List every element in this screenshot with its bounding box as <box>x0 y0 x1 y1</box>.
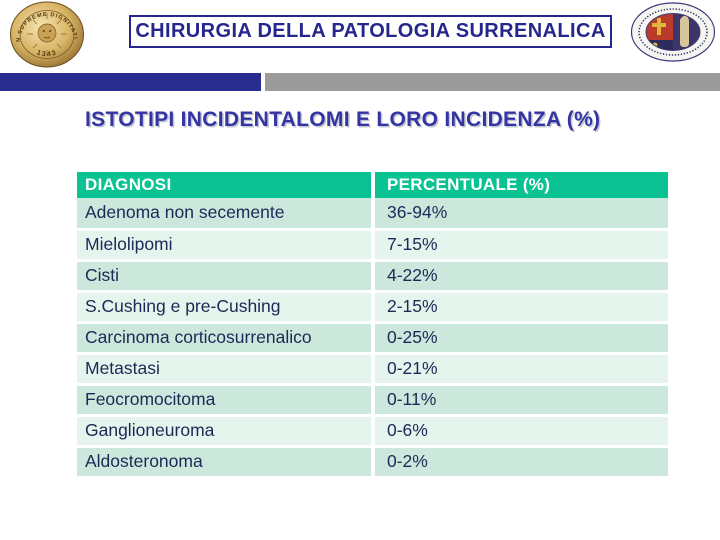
percentuale-cell: 7-15% <box>373 229 668 262</box>
column-header-percentuale: PERCENTUALE (%) <box>373 172 668 198</box>
diagnosi-cell: Feocromocitoma <box>77 384 375 417</box>
crest-figure-head <box>681 15 689 23</box>
crest-gold-cross <box>652 18 666 35</box>
seal-face-right-eye <box>49 30 52 32</box>
seal-rays <box>27 13 67 56</box>
diagnosi-cell: Cisti <box>77 260 375 293</box>
university-hospital-crest-logo <box>630 2 716 62</box>
column-header-diagnosi: DIAGNOSI <box>77 172 375 198</box>
seal-face-mouth <box>43 36 51 39</box>
seal-face-left-eye <box>42 30 45 32</box>
table-row: Metastasi 0-21% <box>77 353 668 386</box>
diagnosi-cell: Aldosteronoma <box>77 446 375 479</box>
seal-year-text: 1343 <box>36 49 59 58</box>
gray-divider-bar <box>265 73 720 91</box>
percentuale-cell: 36-94% <box>373 198 668 231</box>
slide-title-box: CHIRURGIA DELLA PATOLOGIA SURRENALICA <box>129 15 612 48</box>
slide-title: CHIRURGIA DELLA PATOLOGIA SURRENALICA <box>135 20 606 42</box>
seal-face <box>37 23 57 43</box>
percentuale-cell: 0-6% <box>373 415 668 448</box>
percentuale-cell: 0-2% <box>373 446 668 479</box>
table-row: Adenoma non secemente 36-94% <box>77 198 668 231</box>
diagnosi-cell: Metastasi <box>77 353 375 386</box>
diagnosi-cell: Ganglioneuroma <box>77 415 375 448</box>
seal-inner-ring <box>19 10 75 59</box>
table-row: Cisti 4-22% <box>77 260 668 293</box>
table-row: Carcinoma corticosurrenalico 0-25% <box>77 322 668 355</box>
crest-inner-ring <box>645 13 701 51</box>
table-header-row: DIAGNOSI PERCENTUALE (%) <box>77 172 668 198</box>
crest-figure <box>680 17 689 47</box>
table-row: S.Cushing e pre-Cushing 2-15% <box>77 291 668 324</box>
percentuale-cell: 2-15% <box>373 291 668 324</box>
percentuale-cell: 0-21% <box>373 353 668 386</box>
table-row: Aldosteronoma 0-2% <box>77 446 668 479</box>
diagnosi-cell: Mielolipomi <box>77 229 375 262</box>
slide-subtitle: ISTOTIPI INCIDENTALOMI E LORO INCIDENZA … <box>85 108 601 131</box>
crest-micro-text-ring <box>638 8 708 56</box>
percentuale-cell: 4-22% <box>373 260 668 293</box>
percentuale-cell: 0-11% <box>373 384 668 417</box>
incidence-table: DIAGNOSI PERCENTUALE (%) Adenoma non sec… <box>77 172 668 479</box>
table-row: Ganglioneuroma 0-6% <box>77 415 668 448</box>
diagnosi-cell: S.Cushing e pre-Cushing <box>77 291 375 324</box>
university-of-pisa-seal-logo: IN SUPREME DIGNITATIS 1343 <box>9 1 84 68</box>
diagnosi-cell: Adenoma non secemente <box>77 198 375 231</box>
table-row: Feocromocitoma 0-11% <box>77 384 668 417</box>
diagnosi-cell: Carcinoma corticosurrenalico <box>77 322 375 355</box>
percentuale-cell: 0-25% <box>373 322 668 355</box>
table-row: Mielolipomi 7-15% <box>77 229 668 262</box>
navy-divider-bar <box>0 73 261 91</box>
